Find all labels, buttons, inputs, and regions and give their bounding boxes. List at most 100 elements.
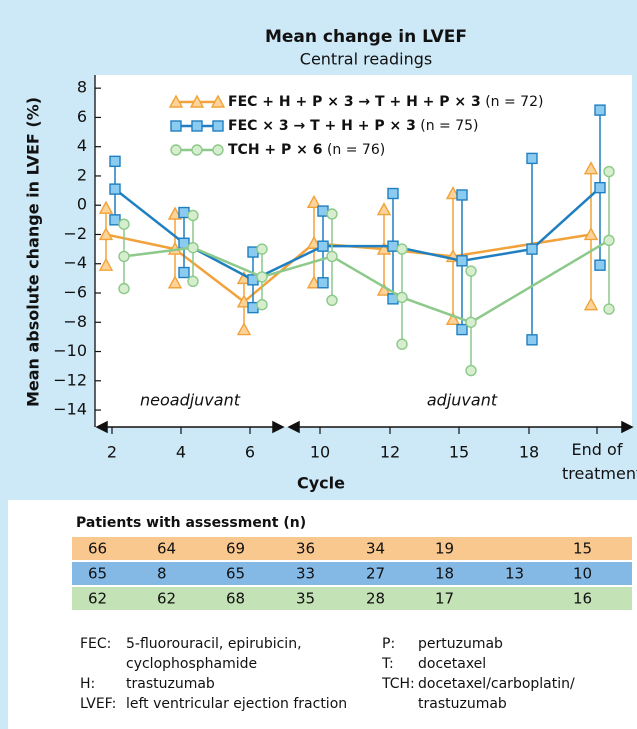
error-cap: [187, 275, 199, 287]
y-tick-label: 2: [77, 165, 87, 184]
phase-arrows: [95, 420, 634, 434]
table-cell: 65: [226, 565, 245, 583]
table-cell: 64: [157, 540, 176, 558]
table-cell: 17: [435, 590, 454, 608]
legend-name: FEC + H + P × 3 → T + H + P × 3: [228, 94, 481, 110]
y-tick-label: −8: [63, 312, 87, 331]
table-cell: 27: [366, 565, 385, 583]
legend-label: FEC + H + P × 3 → T + H + P × 3 (n = 72): [228, 94, 543, 110]
error-cap: [326, 208, 338, 220]
footnote-text: pertuzumab: [418, 636, 503, 652]
series-line: [123, 246, 194, 258]
footnote-text: 5-fluorouracil, epirubicin,: [126, 636, 302, 652]
phase-label: neoadjuvant: [140, 391, 241, 410]
phase-label: adjuvant: [427, 391, 498, 410]
error-cap: [526, 334, 538, 346]
series-line: [470, 239, 610, 324]
series-line: [401, 296, 472, 324]
table-cell: 62: [88, 590, 107, 608]
error-cap: [256, 299, 268, 311]
table-cell: 68: [226, 590, 245, 608]
footnote-abbr: P:: [382, 636, 395, 652]
table-cell: 19: [435, 540, 454, 558]
error-cap: [256, 243, 268, 255]
error-cap: [465, 364, 477, 377]
table-cell: 15: [573, 540, 592, 558]
error-cap: [465, 265, 477, 277]
x-tick-label: 12: [380, 443, 400, 462]
series-line: [452, 233, 592, 258]
point: [603, 234, 615, 247]
legend-marker: [210, 94, 226, 108]
error-cap: [326, 294, 338, 307]
x-tick-label: 6: [245, 443, 255, 462]
table-cell: 69: [226, 540, 245, 558]
y-tick-label: −14: [53, 400, 87, 419]
table-row: [72, 587, 632, 610]
legend-name: TCH + P × 6: [228, 142, 323, 158]
legend-label: FEC × 3 → T + H + P × 3 (n = 75): [228, 118, 479, 134]
side-strip: [0, 500, 8, 729]
y-tick-label: 4: [77, 136, 87, 155]
legend-marker: [212, 144, 224, 156]
legend-marker: [212, 120, 224, 132]
error-cap: [387, 187, 399, 200]
series-line: [331, 255, 403, 299]
error-cap: [594, 104, 606, 116]
point: [317, 240, 329, 252]
error-cap: [376, 202, 392, 216]
point: [583, 227, 599, 241]
point: [526, 243, 538, 255]
error-cap: [306, 275, 322, 289]
footnote-text: trastuzumab: [418, 696, 507, 712]
legend-marker: [170, 120, 182, 132]
chart-subtitle: Central readings: [300, 50, 432, 69]
footnote-text: docetaxel/carboplatin/: [418, 676, 575, 692]
legend-note: (n = 75): [420, 118, 478, 134]
footnote-text: docetaxel: [418, 656, 486, 672]
point: [396, 291, 408, 304]
y-tick-label: 0: [77, 195, 87, 214]
point: [456, 255, 468, 267]
point: [236, 294, 252, 308]
y-tick-label: −2: [63, 224, 87, 243]
legend-marker: [189, 94, 205, 108]
arrow-head: [287, 420, 300, 434]
series-line: [192, 246, 263, 279]
series-line: [174, 248, 245, 303]
legend-note: (n = 72): [485, 94, 543, 110]
footnote-abbr: H:: [80, 676, 95, 692]
error-cap: [583, 161, 599, 175]
point: [465, 316, 477, 328]
x-tick-label: 15: [449, 443, 469, 462]
point: [326, 250, 338, 263]
y-tick-label: −10: [53, 341, 87, 360]
x-tick-label: 4: [176, 443, 186, 462]
error-cap: [526, 152, 538, 165]
error-cap: [187, 209, 199, 222]
table-cell: 16: [573, 590, 592, 608]
point: [118, 250, 130, 263]
error-cap: [396, 338, 408, 350]
series-line: [105, 233, 176, 251]
series-line: [114, 188, 185, 245]
point: [109, 183, 121, 195]
series-line: [461, 247, 533, 263]
x-axis-label: Cycle: [297, 474, 345, 493]
error-cap: [109, 155, 121, 168]
error-cap: [98, 200, 114, 214]
legend-marker: [170, 144, 182, 156]
error-cap: [456, 323, 468, 336]
footnote-abbr: T:: [381, 656, 394, 672]
error-cap: [178, 266, 190, 279]
table-cell: 33: [296, 565, 315, 583]
footnote-text: trastuzumab: [126, 676, 215, 692]
y-tick-label: 6: [77, 107, 87, 126]
y-tick-label: −6: [63, 283, 87, 302]
series-line: [531, 186, 601, 251]
arrow-head: [95, 420, 108, 434]
series-line: [261, 255, 333, 279]
table-cell: 36: [296, 540, 315, 558]
error-cap: [306, 194, 322, 208]
error-cap: [98, 257, 114, 271]
